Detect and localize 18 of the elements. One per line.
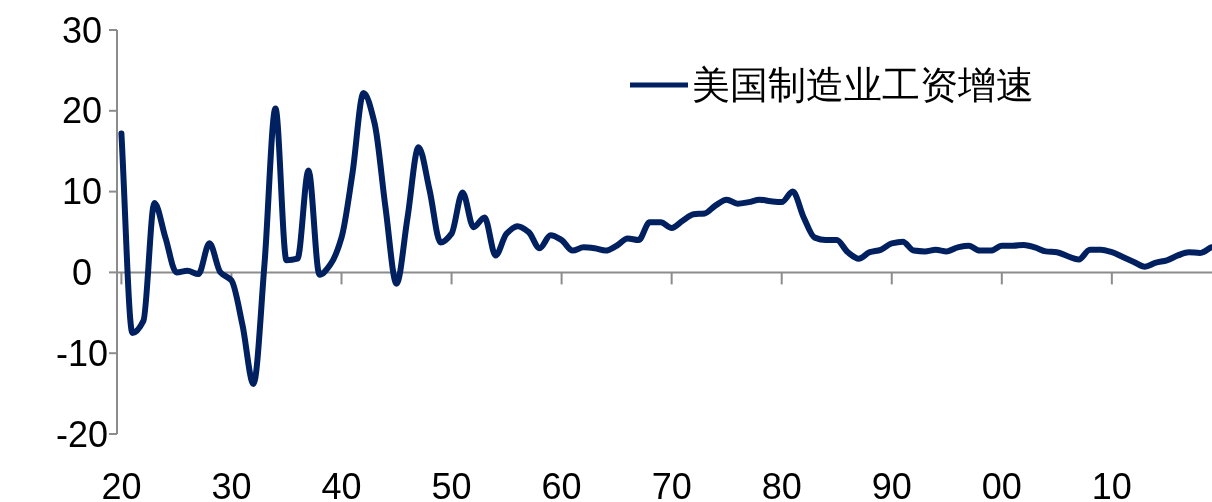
- y-tick-label: 10: [61, 171, 103, 213]
- legend-label: 美国制造业工资增速: [692, 64, 1034, 106]
- x-tick-label: 50: [431, 465, 472, 502]
- x-tick-label: 20: [101, 465, 142, 502]
- x-tick-label: 10: [1091, 465, 1132, 502]
- x-tick-label: 30: [211, 465, 252, 502]
- y-tick-label: -20: [55, 413, 109, 455]
- legend: 美国制造业工资增速: [630, 64, 1034, 106]
- x-tick-label: 00: [981, 465, 1022, 502]
- y-tick-label: 30: [61, 9, 103, 51]
- y-tick-label: 0: [71, 251, 93, 293]
- x-tick-label: 80: [761, 465, 802, 502]
- x-tick-label: 70: [651, 465, 692, 502]
- y-tick-label: 20: [61, 90, 103, 132]
- y-tick-label: -10: [55, 332, 109, 374]
- x-tick-label: 60: [541, 465, 582, 502]
- x-tick-label: 90: [871, 465, 912, 502]
- x-tick-label: 40: [321, 465, 362, 502]
